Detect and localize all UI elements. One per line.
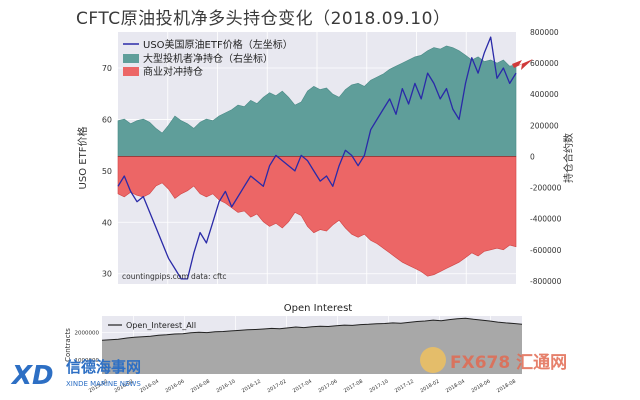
commercial-hedge-area bbox=[117, 156, 517, 277]
left-tick-label: 70 bbox=[102, 64, 112, 73]
left-tick-label: 50 bbox=[102, 167, 112, 176]
oi-x-tick-label: 2016-06 bbox=[164, 379, 185, 395]
open-interest-line bbox=[101, 317, 523, 341]
chart-title: CFTC原油投机净多头持仓变化（2018.09.10） bbox=[76, 9, 451, 29]
oi-x-tick-label: 2016-04 bbox=[139, 379, 160, 395]
oi-x-tick-label: 2018-02 bbox=[419, 379, 440, 395]
xinde-logo: XD 信德海事网 XINDE MARINE NEWS bbox=[10, 358, 141, 391]
spec-net-position-area bbox=[117, 45, 517, 157]
left-axis-ticks: 70 60 50 40 30 bbox=[102, 64, 112, 279]
right-tick-label: -400000 bbox=[530, 215, 562, 224]
oi-x-tick-label: 2018-04 bbox=[445, 379, 466, 395]
oi-y-ticks: 2000000 1000000 bbox=[75, 331, 100, 365]
oi-x-tick-label: 2017-08 bbox=[343, 379, 364, 395]
uso-price-line bbox=[117, 36, 517, 280]
oi-y-tick-label: 2000000 bbox=[75, 331, 100, 337]
legend-label-spec: 大型投机者净持仓（右坐标） bbox=[143, 52, 273, 65]
oi-legend: Open_Interest_All bbox=[108, 321, 196, 330]
oi-x-tick-label: 2017-02 bbox=[266, 379, 287, 395]
main-legend: USO美国原油ETF价格（左坐标） 大型投机者净持仓（右坐标） 商业对冲持仓 bbox=[123, 38, 293, 78]
left-tick-label: 30 bbox=[102, 270, 112, 279]
open-interest-area bbox=[102, 318, 522, 374]
right-tick-label: -600000 bbox=[530, 246, 562, 255]
oi-x-tick-label: 2018-06 bbox=[470, 379, 491, 395]
source-annotation: countingpips.com data: cftc bbox=[122, 272, 227, 281]
oi-x-tick-label: 2016-12 bbox=[241, 379, 262, 395]
legend-swatch-spec bbox=[123, 54, 139, 63]
fx678-coin-icon bbox=[420, 347, 446, 373]
oi-title: Open Interest bbox=[284, 303, 353, 314]
right-tick-label: 800000 bbox=[530, 28, 559, 37]
legend-swatch-comm bbox=[123, 67, 139, 76]
oi-x-tick-label: 2016-10 bbox=[215, 379, 236, 395]
xd-logo-mark: XD bbox=[10, 361, 54, 391]
oi-x-tick-label: 2017-12 bbox=[394, 379, 415, 395]
right-tick-label: 200000 bbox=[530, 121, 559, 130]
right-tick-label: -200000 bbox=[530, 184, 562, 193]
oi-marks bbox=[101, 317, 523, 374]
xinde-logo-sub: XINDE MARINE NEWS bbox=[66, 380, 141, 388]
oi-x-tick-label: 2017-10 bbox=[368, 379, 389, 395]
oi-legend-label: Open_Interest_All bbox=[126, 321, 196, 330]
oi-y-tick-label: 1000000 bbox=[75, 358, 100, 364]
left-tick-label: 60 bbox=[102, 115, 112, 124]
legend-label-price: USO美国原油ETF价格（左坐标） bbox=[143, 38, 293, 51]
right-tick-label: 600000 bbox=[530, 59, 559, 68]
xinde-logo-text: 信德海事网 bbox=[66, 358, 141, 376]
oi-x-tick-label: 2017-06 bbox=[317, 379, 338, 395]
oi-x-tick-label: 2018-08 bbox=[496, 379, 517, 395]
right-tick-label: 0 bbox=[530, 152, 535, 161]
oi-x-tick-label: 2017-04 bbox=[292, 379, 313, 395]
oi-x-tick-label: 2016-08 bbox=[190, 379, 211, 395]
fx678-logo: FX678 汇通网 bbox=[420, 347, 567, 373]
right-tick-label: 400000 bbox=[530, 90, 559, 99]
fx678-logo-text: FX678 汇通网 bbox=[450, 353, 567, 373]
right-tick-label: -800000 bbox=[530, 277, 562, 286]
right-axis-ticks: 800000 600000 400000 200000 0 -200000 -400000 -… bbox=[530, 28, 562, 286]
legend-label-comm: 商业对冲持仓 bbox=[143, 65, 203, 78]
left-tick-label: 40 bbox=[102, 218, 112, 227]
main-marks bbox=[117, 36, 517, 280]
right-axis-label: 持仓合约数 bbox=[562, 133, 575, 183]
oi-x-ticks: 2015-12 2016-02 2016-04 2016-06 2016-08 2016-… bbox=[88, 379, 517, 395]
left-axis-label: USO ETF价格 bbox=[76, 127, 89, 190]
oi-axis-label: Contracts bbox=[64, 328, 72, 362]
red-arrow-icon bbox=[512, 59, 533, 70]
